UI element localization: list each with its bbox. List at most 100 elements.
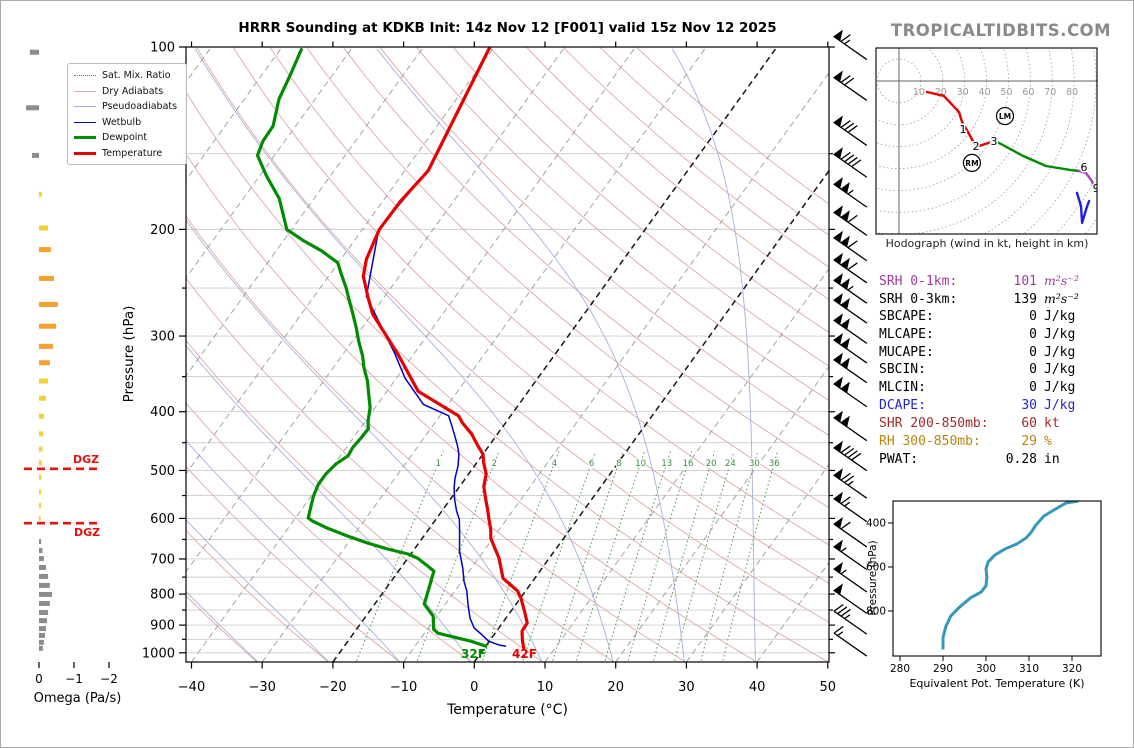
hodo-trace-3-6km xyxy=(993,139,1081,173)
omega-bar xyxy=(26,105,39,111)
x-tick-label: 20 xyxy=(607,680,624,695)
stat-label: MUCAPE: xyxy=(879,344,934,360)
stat-unit: J/kg xyxy=(1044,380,1076,396)
legend-line-sample xyxy=(74,90,96,92)
omega-bar xyxy=(39,395,46,401)
skewt-frame xyxy=(185,46,830,663)
legend-item: Dry Adiabats xyxy=(74,84,180,100)
omega-bar xyxy=(39,360,50,366)
stat-row: SBCIN: 0 J/kg xyxy=(879,361,1079,379)
stat-row: PWAT: 0.28 in xyxy=(879,451,1079,469)
mixing-ratio-label: 10 xyxy=(635,459,646,469)
stat-label: RH 300-850mb: xyxy=(879,434,981,450)
omega-bar xyxy=(39,460,42,466)
omega-bar xyxy=(39,301,58,307)
omega-tick-label: 0 xyxy=(35,672,43,686)
hodo-trace-0-3km xyxy=(925,90,997,148)
x-tick-label: −10 xyxy=(390,680,417,695)
hodo-height-label: 6 xyxy=(1081,161,1088,174)
stat-row: DCAPE: 30 J/kg xyxy=(879,397,1079,415)
stat-unit: J/kg xyxy=(1044,326,1076,342)
x-tick-label: 40 xyxy=(749,680,766,695)
skewt-legend: Sat. Mix. Ratio Dry Adiabats Pseudoadiabat… xyxy=(67,63,187,165)
stat-label: SRH 0-3km: xyxy=(879,291,958,307)
omega-bar xyxy=(39,548,43,554)
legend-item-label: Wetbulb xyxy=(102,116,142,128)
stat-label: SRH 0-1km: xyxy=(879,274,958,289)
pressure-tick-label: 300 xyxy=(150,330,175,345)
legend-item-label: Dry Adiabats xyxy=(102,85,164,97)
stat-row: SRH 0-3km: 139 m²s⁻² xyxy=(879,290,1079,308)
omega-bar xyxy=(39,564,46,570)
pressure-tick-label: 400 xyxy=(150,405,175,420)
mixing-ratio-label: 2 xyxy=(492,459,497,469)
stat-value: 0 xyxy=(1029,362,1037,378)
mixing-ratio-label: 13 xyxy=(661,459,672,469)
legend-item: Dewpoint xyxy=(74,130,180,146)
pressure-tick-label: 900 xyxy=(150,619,175,634)
stat-label: SHR 200-850mb: xyxy=(879,416,989,432)
x-tick-label: −40 xyxy=(178,680,205,695)
hodo-ring-label: 60 xyxy=(1022,87,1034,98)
omega-bar xyxy=(39,247,51,253)
thetae-curve xyxy=(941,501,1079,650)
thetae-frame xyxy=(892,500,1102,657)
hodograph-frame xyxy=(875,47,1098,235)
legend-line-sample xyxy=(74,75,96,77)
legend-item-label: Sat. Mix. Ratio xyxy=(102,70,171,82)
omega-bar xyxy=(39,618,48,624)
legend-item-label: Temperature xyxy=(102,147,163,159)
thetae-x-tick-label: 290 xyxy=(933,663,953,675)
stat-value: 139 xyxy=(1013,291,1037,307)
dry-adiabats xyxy=(186,47,829,662)
hodo-height-label: 3 xyxy=(991,135,998,148)
watermark-logo: TROPICALTIDBITS.COM xyxy=(890,21,1111,40)
omega-bar xyxy=(39,645,43,651)
omega-bar xyxy=(39,573,49,579)
omega-bar xyxy=(39,413,44,419)
stat-value: 0.28 xyxy=(1005,451,1037,467)
x-tick-label: 10 xyxy=(537,680,554,695)
hodo-height-label: 2 xyxy=(973,140,980,153)
hodo-ring-label: 80 xyxy=(1066,87,1078,98)
legend-line-sample xyxy=(74,151,96,155)
omega-bar xyxy=(39,323,57,329)
skewt-plot-area: 1 2 4 6 8 10 13 16 20 24 30 36 xyxy=(186,47,829,662)
mixing-ratio-label: 4 xyxy=(552,459,557,469)
stat-label: MLCAPE: xyxy=(879,326,934,342)
stat-value: 0 xyxy=(1029,326,1037,342)
stat-label: PWAT: xyxy=(879,451,919,467)
stat-value: 30 xyxy=(1021,398,1037,414)
pressure-tick-label: 800 xyxy=(150,588,175,603)
stat-row: MUCAPE: 0 J/kg xyxy=(879,344,1079,362)
svg-text:LM: LM xyxy=(999,112,1011,121)
omega-bar xyxy=(39,191,42,197)
wind-barb-column xyxy=(833,29,868,657)
stat-row: SBCAPE: 0 J/kg xyxy=(879,308,1079,326)
dgz-lower-label: DGZ xyxy=(74,526,101,539)
legend-line-sample xyxy=(74,106,96,108)
mixing-ratio-label: 16 xyxy=(683,459,694,469)
thetae-x-tick-label: 280 xyxy=(890,663,910,675)
omega-bar xyxy=(39,343,53,349)
omega-bar xyxy=(39,600,50,606)
stat-row: SRH 0-1km: 101 m²s⁻² xyxy=(879,272,1079,290)
x-tick-label: 0 xyxy=(470,680,478,695)
stat-value: 0 xyxy=(1029,344,1037,360)
stat-unit: kt xyxy=(1044,416,1060,432)
omega-bar xyxy=(39,489,42,495)
hodo-marker-lm xyxy=(995,106,1015,126)
x-tick-label: −30 xyxy=(248,680,275,695)
legend-line-sample xyxy=(74,121,96,123)
stat-unit: J/kg xyxy=(1044,344,1076,360)
thetae-x-tick-label: 320 xyxy=(1062,663,1082,675)
legend-item: Pseudoadiabats xyxy=(74,99,180,115)
pseudoadiabats xyxy=(186,48,756,662)
mixing-ratio-label: 24 xyxy=(725,459,736,469)
x-tick-label: −20 xyxy=(319,680,346,695)
stats-panel: SRH 0-1km: 101 m²s⁻² SRH 0-3km: 139 m²s⁻² SBCA… xyxy=(879,272,1079,469)
omega-bar xyxy=(39,556,44,562)
pressure-tick-label: 700 xyxy=(150,552,175,567)
pressure-tick-label: 1000 xyxy=(142,646,175,661)
